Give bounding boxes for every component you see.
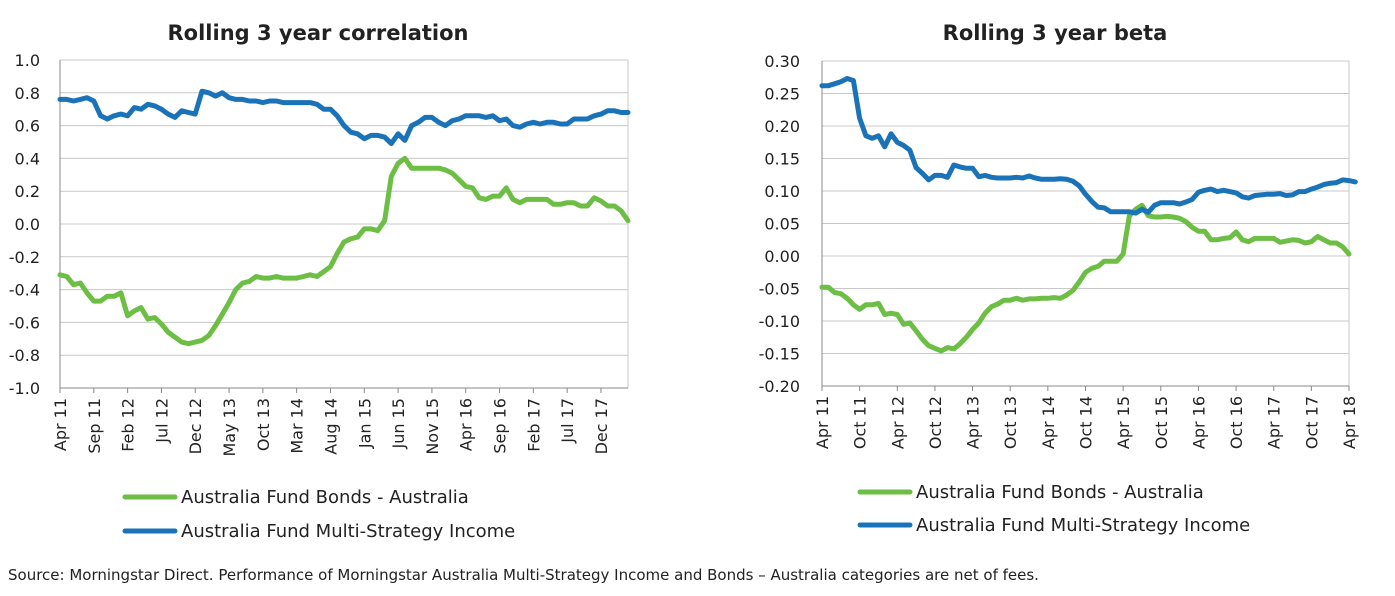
- x-tick-label: Dec 12: [186, 398, 205, 454]
- legend-label: Australia Fund Multi-Strategy Income: [181, 521, 515, 542]
- x-tick-label: Apr 11: [813, 396, 832, 449]
- y-tick-label: -1.0: [9, 379, 40, 398]
- x-tick-label: Apr 18: [1340, 396, 1359, 449]
- x-tick-label: Nov 15: [423, 398, 442, 455]
- series-line-multi-strategy: [57, 88, 631, 147]
- legend: Australia Fund Bonds - Australia Australi…: [857, 482, 1250, 536]
- x-tick-label: Feb 17: [524, 398, 543, 452]
- y-tick-label: 0.25: [764, 85, 800, 104]
- y-tick-label: 0.15: [764, 150, 800, 169]
- y-tick-label: 0.0: [15, 215, 40, 234]
- x-tick-label: Apr 15: [1114, 396, 1133, 449]
- x-tick-label: Oct 11: [851, 396, 870, 449]
- correlation-chart: Rolling 3 year correlation 1.0 0.8 0.6 0.4 0…: [9, 21, 631, 542]
- x-tick-label: Mar 14: [288, 398, 307, 454]
- x-tick-label: Oct 14: [1077, 396, 1096, 449]
- x-tick-label: Oct 16: [1227, 396, 1246, 449]
- x-tick-label: Feb 12: [119, 398, 138, 452]
- x-tick-label: Oct 15: [1152, 396, 1171, 449]
- x-tick-label: Aug 14: [321, 398, 340, 455]
- x-tick-label: Oct 13: [254, 398, 273, 451]
- gridlines: [822, 60, 1350, 387]
- x-tick-label: Jun 15: [389, 398, 408, 449]
- legend-label: Australia Fund Bonds - Australia: [181, 487, 469, 508]
- x-tick-label: Apr 14: [1039, 396, 1058, 449]
- y-tick-label: -0.6: [9, 313, 40, 332]
- axes: 0.30 0.25 0.20 0.15 0.10 0.05 0.00 -0.05 -0.10 -0…: [759, 52, 1359, 449]
- x-tick-label: Oct 17: [1302, 396, 1321, 449]
- x-tick-label: Apr 16: [457, 398, 476, 451]
- x-tick-label: May 13: [220, 398, 239, 457]
- x-tick-label: Sep 16: [491, 398, 510, 454]
- y-tick-label: -0.15: [759, 345, 800, 364]
- x-tick-label: Oct 12: [926, 396, 945, 449]
- x-tick-label: Dec 17: [592, 398, 611, 454]
- y-tick-label: -0.10: [759, 312, 800, 331]
- legend: Australia Fund Bonds - Australia Australi…: [122, 487, 515, 542]
- y-tick-label: 0.4: [15, 149, 40, 168]
- x-tick-label: Apr 13: [964, 396, 983, 449]
- x-tick-label: Apr 12: [888, 396, 907, 449]
- chart-title: Rolling 3 year beta: [943, 21, 1168, 45]
- x-tick-label: Sep 11: [85, 398, 104, 454]
- series-line-bonds: [57, 155, 631, 347]
- source-note: Source: Morningstar Direct. Performance …: [8, 566, 1039, 584]
- y-tick-label: -0.8: [9, 346, 40, 365]
- x-tick-label: Oct 13: [1001, 396, 1020, 449]
- y-tick-label: 0.10: [764, 182, 800, 201]
- x-tick-label: Apr 11: [51, 398, 70, 451]
- y-tick-label: 1.0: [15, 51, 40, 70]
- y-tick-label: -0.2: [9, 248, 40, 267]
- x-tick-label: Jul 12: [152, 398, 171, 444]
- chart-title: Rolling 3 year correlation: [168, 21, 469, 45]
- legend-label: Australia Fund Multi-Strategy Income: [916, 515, 1250, 536]
- series-line-multi-strategy: [819, 76, 1358, 216]
- y-tick-label: -0.05: [759, 280, 800, 299]
- y-tick-label: 0.30: [764, 52, 800, 71]
- y-tick-label: -0.20: [759, 377, 800, 396]
- y-tick-label: 0.20: [764, 117, 800, 136]
- y-tick-label: 0.05: [764, 215, 800, 234]
- y-tick-label: 0.8: [15, 84, 40, 103]
- x-tick-label: Jan 15: [355, 398, 374, 449]
- x-tick-label: Jul 17: [558, 398, 577, 444]
- plot-area: [819, 76, 1358, 354]
- y-tick-label: -0.4: [9, 281, 40, 300]
- series-line-bonds: [819, 202, 1352, 354]
- axes: 1.0 0.8 0.6 0.4 0.2 0.0 -0.2 -0.4 -0.6 -0.8 -1.0 Ap…: [9, 51, 628, 457]
- y-tick-label: 0.00: [764, 247, 800, 266]
- y-tick-label: 0.2: [15, 182, 40, 201]
- plot-area: [57, 88, 631, 347]
- y-tick-label: 0.6: [15, 117, 40, 136]
- legend-label: Australia Fund Bonds - Australia: [916, 482, 1204, 503]
- x-tick-label: Apr 17: [1265, 396, 1284, 449]
- beta-chart: Rolling 3 year beta 0.30 0.25 0.20 0.15 0.10…: [759, 21, 1359, 536]
- x-tick-label: Apr 16: [1189, 396, 1208, 449]
